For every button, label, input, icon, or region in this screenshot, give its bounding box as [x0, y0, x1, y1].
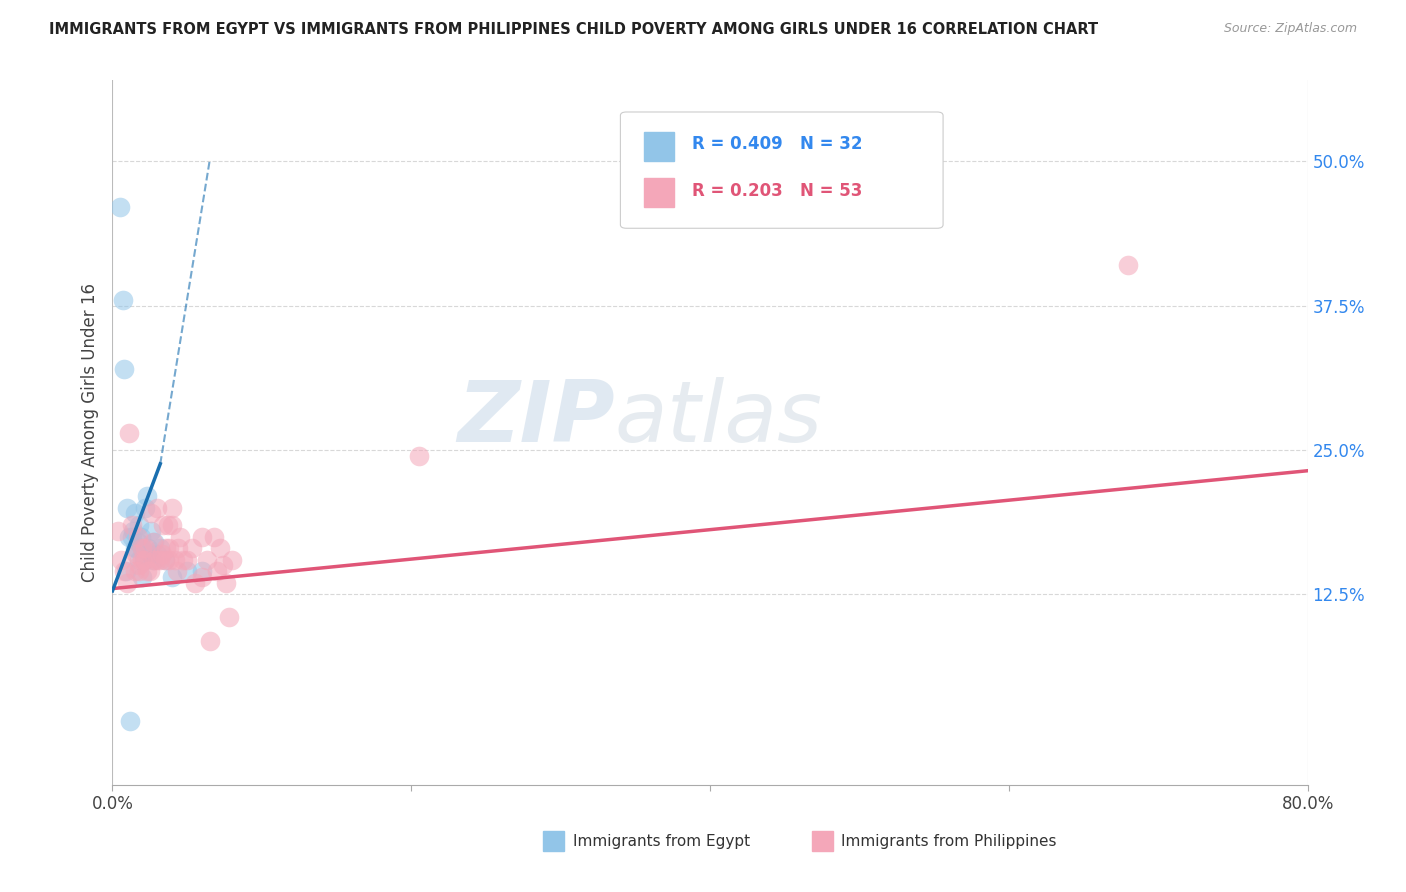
Point — [135, 564, 157, 578]
Point — [135, 489, 157, 503]
FancyBboxPatch shape — [620, 112, 943, 228]
Bar — [644, 132, 675, 161]
Point — [117, 575, 139, 590]
Point — [128, 558, 150, 573]
Point — [132, 552, 155, 566]
Point — [183, 575, 205, 590]
Text: atlas: atlas — [614, 377, 823, 460]
Point — [157, 541, 180, 556]
Point — [162, 570, 183, 584]
Text: Immigrants from Philippines: Immigrants from Philippines — [842, 834, 1057, 849]
Point — [162, 518, 183, 533]
Point — [146, 552, 169, 566]
Point — [134, 552, 156, 566]
Point — [121, 530, 143, 544]
Point — [146, 547, 169, 561]
Point — [191, 530, 214, 544]
Point — [117, 500, 139, 515]
Point — [139, 547, 162, 561]
Point — [114, 362, 135, 376]
Point — [107, 524, 129, 538]
Point — [152, 518, 174, 533]
Point — [176, 564, 198, 578]
Point — [121, 518, 143, 533]
Point — [215, 575, 238, 590]
Point — [120, 714, 142, 729]
Text: ZIP: ZIP — [457, 377, 614, 460]
Point — [142, 535, 165, 549]
Point — [221, 552, 243, 566]
Point — [176, 552, 198, 566]
Point — [143, 535, 166, 549]
Point — [155, 541, 177, 556]
Text: R = 0.409   N = 32: R = 0.409 N = 32 — [692, 135, 863, 153]
Text: IMMIGRANTS FROM EGYPT VS IMMIGRANTS FROM PHILIPPINES CHILD POVERTY AMONG GIRLS U: IMMIGRANTS FROM EGYPT VS IMMIGRANTS FROM… — [49, 22, 1098, 37]
Bar — [644, 178, 675, 207]
Point — [166, 564, 188, 578]
Point — [128, 518, 150, 533]
Point — [149, 552, 172, 566]
Point — [209, 541, 232, 556]
Point — [191, 564, 214, 578]
Point — [118, 530, 141, 544]
Point — [150, 547, 173, 561]
Point — [129, 530, 152, 544]
Point — [180, 541, 202, 556]
Point — [124, 507, 146, 521]
Point — [110, 552, 132, 566]
Point — [141, 524, 163, 538]
Point — [118, 425, 141, 440]
Text: Immigrants from Egypt: Immigrants from Egypt — [572, 834, 749, 849]
Point — [131, 570, 153, 584]
Point — [218, 610, 240, 624]
Point — [165, 552, 187, 566]
Point — [143, 552, 166, 566]
Point — [134, 500, 156, 515]
Point — [202, 530, 225, 544]
Point — [134, 541, 156, 556]
Point — [212, 558, 235, 573]
Point — [124, 564, 146, 578]
Point — [131, 541, 153, 556]
Text: R = 0.203   N = 53: R = 0.203 N = 53 — [692, 182, 862, 200]
Point — [156, 518, 179, 533]
Point — [146, 500, 169, 515]
Point — [131, 541, 153, 556]
Point — [125, 541, 148, 556]
Point — [122, 524, 145, 538]
Point — [1118, 258, 1140, 272]
Point — [162, 500, 183, 515]
Point — [128, 552, 150, 566]
Point — [153, 552, 176, 566]
Point — [139, 564, 162, 578]
Point — [408, 449, 430, 463]
Point — [125, 547, 148, 561]
Point — [191, 570, 214, 584]
Point — [172, 552, 194, 566]
Point — [198, 633, 221, 648]
Point — [115, 564, 138, 578]
Bar — [543, 831, 564, 851]
Point — [195, 552, 218, 566]
Point — [128, 564, 150, 578]
Y-axis label: Child Poverty Among Girls Under 16: Child Poverty Among Girls Under 16 — [80, 283, 98, 582]
Text: Source: ZipAtlas.com: Source: ZipAtlas.com — [1223, 22, 1357, 36]
Point — [127, 535, 149, 549]
Point — [142, 552, 165, 566]
Point — [205, 564, 228, 578]
Bar — [811, 831, 834, 851]
Point — [131, 552, 153, 566]
Point — [167, 541, 190, 556]
Point — [111, 293, 134, 307]
Point — [138, 541, 160, 556]
Point — [114, 564, 135, 578]
Point — [124, 541, 146, 556]
Point — [157, 552, 180, 566]
Point — [169, 530, 191, 544]
Point — [149, 541, 172, 556]
Point — [153, 552, 176, 566]
Point — [127, 530, 149, 544]
Point — [141, 507, 163, 521]
Point — [108, 200, 131, 214]
